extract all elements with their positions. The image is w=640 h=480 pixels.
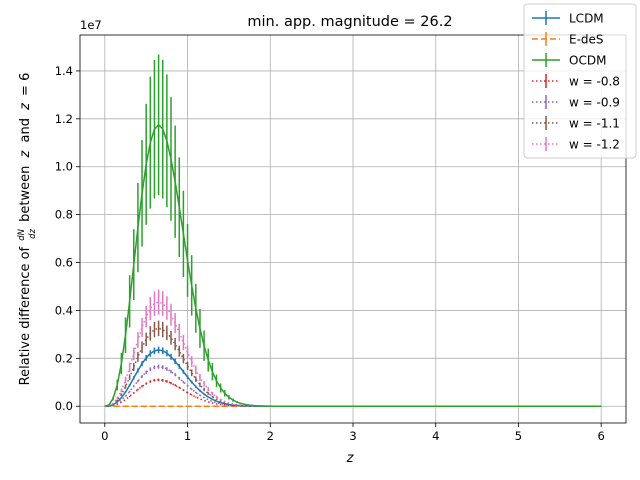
y-tick-label: 1.4 <box>55 64 73 78</box>
x-tick-label: 3 <box>349 429 356 443</box>
x-axis-label: z <box>346 451 355 466</box>
x-ticks: 0 1 2 3 4 5 6 <box>101 423 605 443</box>
y-label-z2: z <box>18 102 33 111</box>
y-tick-label: 0.4 <box>55 303 73 317</box>
y-label-z1: z <box>18 149 33 158</box>
chart-title: min. app. magnitude = 26.2 <box>247 14 452 30</box>
x-tick-label: 5 <box>515 429 522 443</box>
y-label-frac-num: dN <box>17 228 27 240</box>
offset-text: 1e7 <box>80 18 102 32</box>
y-label-and: and <box>18 118 33 142</box>
legend-label: LCDM <box>569 12 604 26</box>
legend-label: w = -1.1 <box>569 117 620 131</box>
y-axis-label: Relative difference of dN dz between z a… <box>13 73 39 386</box>
series-layer <box>104 54 602 407</box>
y-tick-label: 0.0 <box>55 399 73 413</box>
x-tick-label: 6 <box>598 429 605 443</box>
svg-text:Relative difference of d: Relative difference of dN dz between z a… <box>13 73 39 386</box>
series-ocdm <box>104 54 602 407</box>
legend: LCDM E-deS OCDM w = -0.8 w = -0.9 w = -1.1 w =… <box>523 3 637 159</box>
x-tick-label: 2 <box>267 429 274 443</box>
y-tick-label: 0.2 <box>55 351 73 365</box>
x-tick-label: 1 <box>184 429 191 443</box>
y-ticks: 0.0 0.2 0.4 0.6 0.8 1.0 1.2 1.4 <box>55 64 80 413</box>
y-tick-label: 1.2 <box>55 112 73 126</box>
y-tick-label: 0.8 <box>55 208 73 222</box>
x-tick-label: 4 <box>432 429 439 443</box>
y-label-prefix: Relative difference of <box>18 246 33 385</box>
y-tick-label: 1.0 <box>55 160 73 174</box>
legend-box <box>523 3 637 159</box>
y-tick-label: 0.6 <box>55 256 73 270</box>
x-tick-label: 0 <box>101 429 108 443</box>
legend-label: w = -0.8 <box>569 75 620 89</box>
y-label-eq: = 6 <box>18 73 33 96</box>
legend-label: E-deS <box>569 33 604 47</box>
y-label-between: between <box>18 166 33 222</box>
series-w-1-2 <box>104 289 602 407</box>
legend-label: w = -0.9 <box>569 96 620 110</box>
legend-label: w = -1.2 <box>569 138 620 152</box>
y-label-frac-den: dz <box>28 228 38 238</box>
legend-label: OCDM <box>569 54 606 68</box>
series-w-1-1 <box>104 320 602 407</box>
